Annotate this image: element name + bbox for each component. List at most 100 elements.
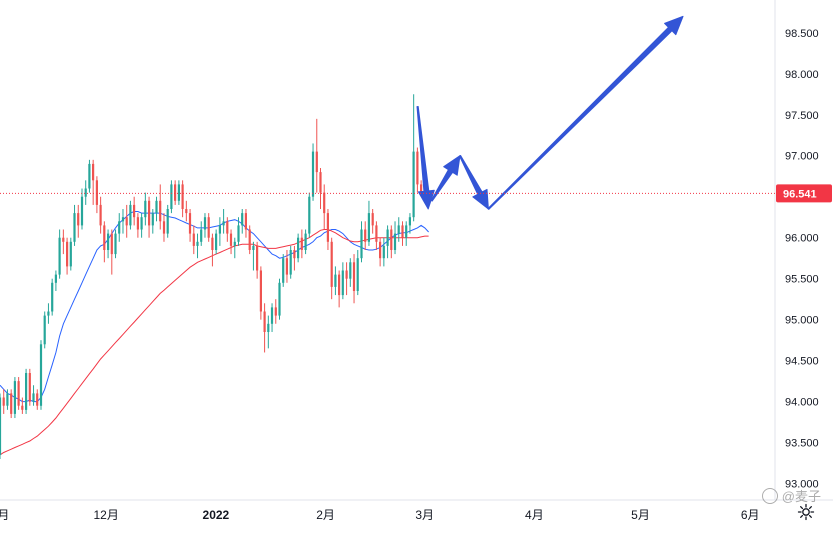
candle-body	[215, 233, 218, 250]
candle	[62, 229, 65, 255]
candle-body	[367, 213, 370, 242]
candle-body	[416, 151, 419, 185]
candle	[222, 209, 225, 234]
candle	[144, 192, 147, 226]
candle	[364, 221, 367, 250]
candle-body	[386, 229, 389, 246]
candle-body	[285, 258, 288, 275]
candle-body	[241, 213, 244, 226]
candle-body	[121, 217, 125, 222]
candle	[177, 180, 180, 205]
y-tick-label: 97.500	[785, 110, 819, 122]
candle	[192, 225, 195, 255]
candle	[69, 237, 72, 271]
y-tick-label: 97.000	[785, 151, 819, 163]
candle	[54, 270, 57, 291]
candle	[304, 229, 307, 255]
candle	[252, 241, 255, 271]
candle-body	[92, 163, 95, 181]
candle-body	[390, 229, 393, 250]
candle	[159, 184, 162, 230]
candle-body	[140, 217, 143, 230]
y-tick-label: 98.500	[785, 28, 819, 40]
candle-body	[13, 381, 16, 414]
last-price-tag	[776, 184, 832, 203]
candle-body	[73, 213, 76, 242]
candle	[6, 389, 9, 410]
watermark-icon	[761, 487, 778, 504]
candle-body	[17, 381, 20, 406]
candle-body	[144, 200, 147, 218]
candle-body	[177, 184, 180, 201]
candle-body	[188, 213, 192, 234]
candle-body	[25, 373, 28, 410]
candle-body	[207, 217, 210, 238]
candle	[386, 225, 389, 259]
candle	[151, 209, 154, 234]
candle	[166, 204, 169, 238]
candle-body	[66, 241, 69, 267]
candle	[356, 250, 359, 296]
candle-body	[352, 262, 356, 291]
candle	[345, 262, 348, 296]
candle-body	[360, 229, 363, 259]
candle-body	[300, 237, 303, 250]
candle-body	[341, 270, 344, 296]
candle	[196, 233, 199, 259]
candle-body	[125, 217, 128, 226]
y-tick-label: 96.000	[785, 233, 819, 245]
candle	[237, 217, 240, 246]
candle-body	[218, 225, 221, 234]
candle-body	[304, 233, 307, 250]
gear-icon[interactable]	[797, 503, 815, 521]
candle-body	[148, 200, 151, 226]
x-tick-label: 4月	[525, 508, 544, 522]
annotation-arrow	[487, 15, 684, 210]
candle	[107, 229, 110, 259]
candle	[140, 213, 143, 238]
candle	[118, 213, 121, 242]
candle	[218, 217, 221, 246]
candle	[379, 237, 382, 267]
candle-body	[315, 151, 318, 173]
candle-body	[88, 163, 91, 189]
candle-body	[371, 213, 374, 226]
candle-body	[203, 217, 207, 230]
candle-body	[80, 196, 84, 226]
candle	[274, 299, 277, 324]
candle	[319, 168, 322, 210]
candle	[259, 266, 262, 320]
candle-body	[338, 274, 341, 296]
candle-body	[379, 241, 382, 259]
y-tick-label: 93.000	[785, 479, 819, 491]
candle	[263, 303, 266, 353]
x-tick-label: 1月	[0, 508, 9, 522]
candle	[28, 368, 31, 406]
candle-body	[28, 373, 31, 402]
candle	[229, 229, 233, 255]
x-tick-label: 2月	[316, 508, 335, 522]
x-tick-label: 3月	[415, 508, 434, 522]
candle-body	[323, 192, 326, 214]
candle	[338, 270, 341, 308]
candle-body	[39, 344, 43, 406]
candle-body	[252, 245, 255, 250]
candle-body	[62, 237, 65, 242]
candle-body	[32, 393, 35, 402]
candle-body	[166, 209, 169, 234]
last-price-label: 96.541	[783, 188, 817, 200]
y-tick-label: 98.000	[785, 69, 819, 81]
candle	[73, 204, 76, 246]
x-tick-label: 12月	[93, 508, 118, 522]
candle-body	[133, 204, 136, 218]
candle-body	[43, 315, 46, 345]
candle	[133, 196, 136, 226]
candle	[39, 340, 43, 410]
candle	[32, 385, 35, 406]
candle	[401, 221, 404, 246]
candle-body	[282, 258, 285, 283]
candle-body	[51, 282, 54, 312]
candle-body	[107, 233, 110, 250]
